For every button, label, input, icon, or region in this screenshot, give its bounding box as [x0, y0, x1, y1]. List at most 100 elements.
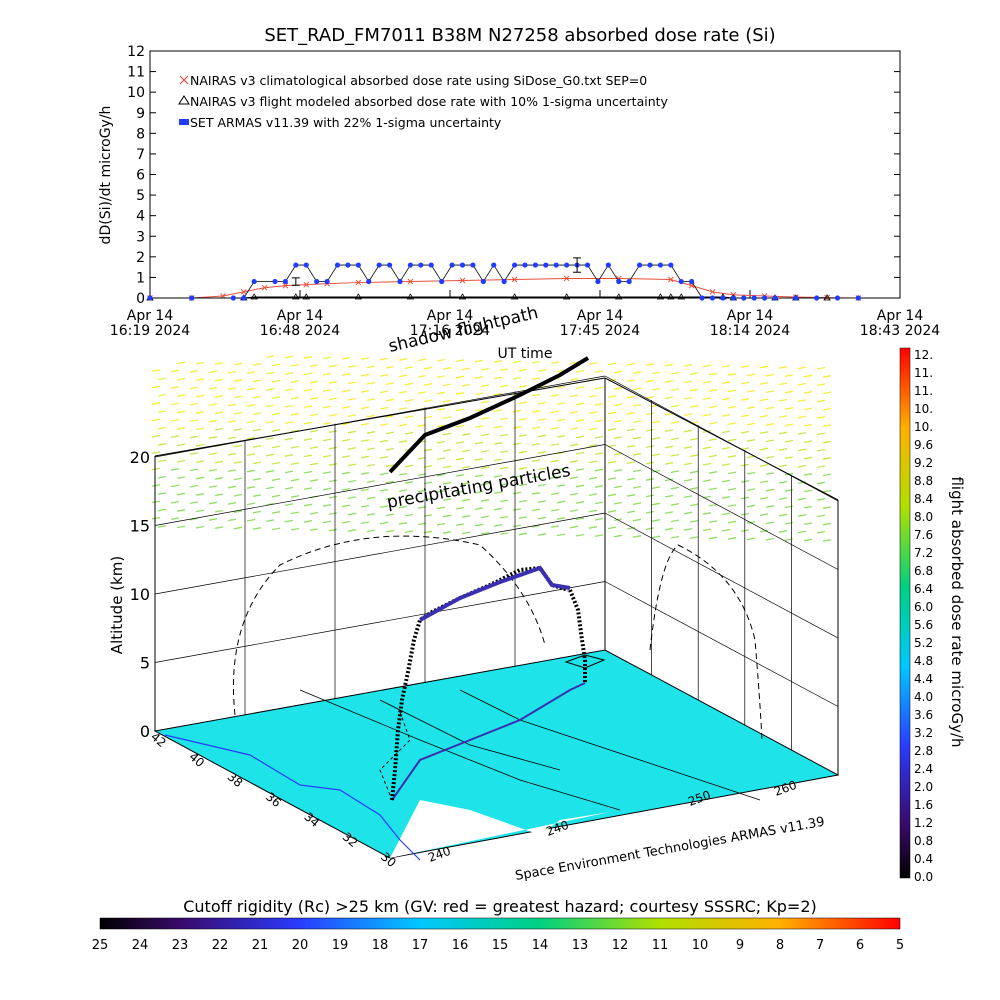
particle-mark [664, 511, 674, 515]
particle-mark [246, 387, 256, 391]
top-ylabel: dD(Si)/dt microGy/h [98, 106, 114, 245]
armas-point [241, 295, 247, 301]
particle-mark [170, 468, 180, 471]
particle-mark [233, 428, 243, 432]
particle-mark [702, 413, 712, 417]
particle-mark [379, 439, 389, 443]
particle-mark [309, 462, 319, 466]
particle-mark [341, 356, 351, 360]
particle-mark [531, 459, 541, 463]
particle-mark [613, 469, 623, 472]
particle-mark [594, 403, 604, 406]
armas-point [657, 262, 664, 268]
top-y-tick-label: 1 [136, 270, 145, 286]
nairas-clim-point [459, 277, 466, 284]
particle-mark [594, 534, 604, 538]
particle-mark [265, 404, 275, 408]
dose-colorbar-tick-label: 11. [914, 384, 933, 398]
particle-mark [632, 420, 642, 424]
particle-mark [385, 398, 395, 402]
particle-mark [436, 506, 446, 510]
particle-mark [550, 476, 560, 479]
particle-mark [797, 382, 807, 386]
nairas-flight-point [458, 293, 467, 300]
particle-mark [632, 387, 642, 391]
rc-colorbar-tick-label: 24 [132, 938, 149, 953]
particle-mark [290, 511, 300, 515]
particle-mark [797, 366, 807, 370]
particle-mark [214, 411, 224, 415]
particle-mark [518, 434, 528, 438]
particle-mark [537, 533, 547, 536]
particle-mark [765, 439, 775, 443]
particle-mark [499, 532, 509, 536]
particle-mark [708, 421, 718, 425]
particle-mark [214, 427, 224, 431]
particle-mark [518, 516, 528, 520]
particle-mark [816, 530, 826, 534]
particle-mark [480, 499, 490, 502]
particle-mark [442, 367, 452, 370]
dose-colorbar-tick-label: 5.2 [914, 636, 933, 650]
nairas-clim-point [667, 276, 674, 283]
particle-mark [645, 396, 655, 399]
particle-mark [455, 490, 465, 494]
particle-mark [689, 536, 699, 540]
particle-mark [708, 438, 718, 442]
particle-mark [341, 406, 351, 409]
particle-mark [632, 453, 642, 456]
particle-mark [366, 398, 376, 402]
particle-mark [746, 504, 756, 508]
particle-mark [689, 405, 699, 408]
particle-mark [797, 514, 807, 517]
particle-mark [189, 468, 199, 472]
particle-mark [461, 482, 471, 486]
particle-mark [189, 419, 199, 423]
particle-mark [721, 528, 731, 532]
precipitating-particles-annotation: precipitating particles [385, 461, 572, 513]
particle-mark [512, 426, 522, 429]
particle-mark [493, 507, 503, 511]
particle-mark [398, 390, 408, 394]
particle-mark [436, 473, 446, 477]
particle-mark [379, 488, 389, 492]
dose-colorbar-tick-label: 4.8 [914, 654, 933, 668]
armas-point [761, 295, 768, 301]
particle-mark [474, 359, 484, 363]
particle-mark [385, 529, 395, 533]
ocean-white-region [390, 800, 610, 858]
particle-mark [189, 484, 199, 488]
dose-colorbar-tick-label: 6.4 [914, 582, 933, 596]
particle-mark [594, 485, 604, 488]
particle-mark [208, 518, 218, 521]
particle-mark [170, 369, 180, 373]
armas-point [303, 262, 309, 268]
particle-mark [455, 457, 465, 461]
nairas-flight-point [250, 293, 258, 300]
particle-mark [151, 451, 161, 455]
particle-mark [613, 419, 623, 423]
particle-mark [746, 389, 756, 393]
particle-mark [151, 369, 161, 373]
particle-mark [746, 439, 756, 442]
top-xlabel: UT time [498, 346, 553, 362]
particle-mark [683, 462, 693, 466]
particle-mark [176, 525, 186, 529]
particle-mark [607, 477, 617, 481]
particle-mark [246, 469, 256, 473]
particle-mark [474, 474, 484, 478]
particle-mark [746, 471, 756, 475]
particle-mark [784, 407, 794, 410]
particle-mark [347, 365, 357, 368]
rc-colorbar-tick-label: 12 [612, 938, 629, 953]
particle-mark [664, 380, 674, 383]
particle-mark [765, 373, 775, 377]
particle-mark [347, 447, 357, 450]
particle-mark [252, 395, 262, 399]
particle-mark [271, 379, 281, 383]
particle-mark [309, 413, 319, 417]
precipitating-particles-cloud [151, 355, 832, 542]
particle-mark [290, 429, 300, 433]
particle-mark [575, 451, 585, 455]
